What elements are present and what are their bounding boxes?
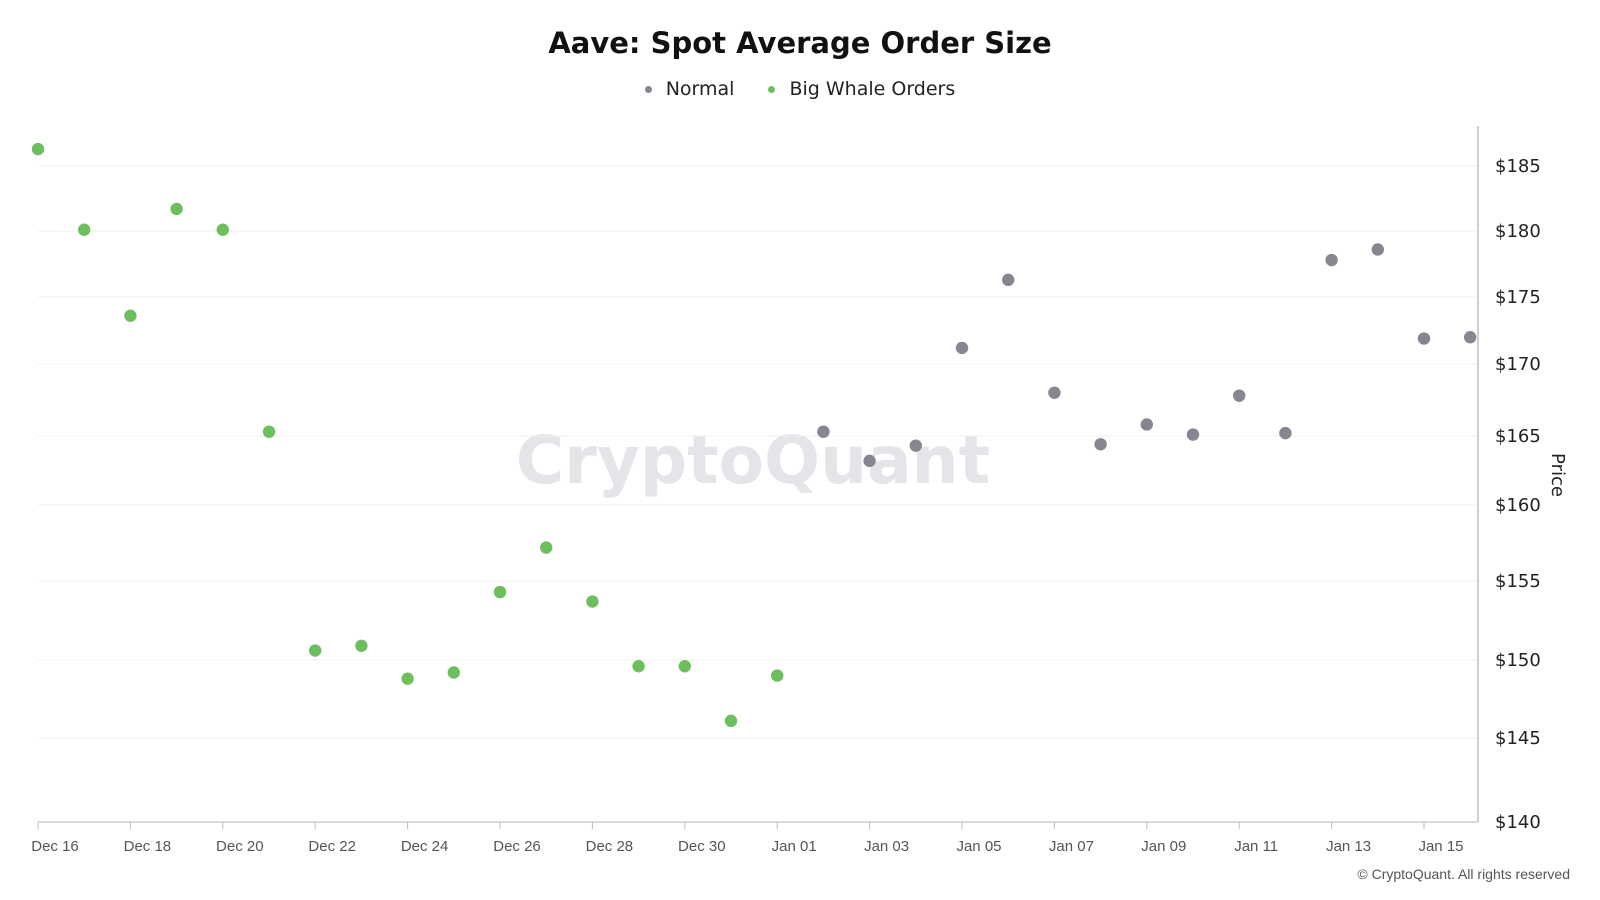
x-tick-label: Dec 26 [493, 838, 541, 855]
data-point-normal [909, 439, 922, 452]
x-tick-label: Dec 30 [678, 838, 726, 855]
data-points [31, 142, 1477, 728]
watermark: CryptoQuant [516, 422, 990, 499]
x-tick-label: Dec 20 [216, 838, 264, 855]
y-tick-label: $175 [1495, 287, 1541, 308]
data-point-normal [1094, 438, 1107, 451]
data-point-normal [1186, 428, 1200, 441]
x-tick-label: Jan 07 [1049, 838, 1094, 855]
y-tick-label: $185 [1495, 156, 1541, 177]
data-point-normal [1233, 389, 1246, 402]
y-tick-label: $180 [1495, 221, 1541, 242]
x-tick-label: Jan 09 [1141, 838, 1186, 855]
x-tick-label: Dec 22 [308, 838, 356, 855]
y-axis-title: Price [1547, 453, 1568, 497]
data-point-big-whale-orders [78, 223, 91, 236]
data-point-big-whale-orders [355, 639, 368, 652]
copyright-notice: © CryptoQuant. All rights reserved [1357, 866, 1570, 882]
data-point-big-whale-orders [216, 223, 229, 236]
legend-item-normal[interactable]: Normal [644, 78, 735, 100]
data-point-big-whale-orders [540, 541, 553, 554]
legend-label-normal: Normal [665, 78, 735, 100]
axes [38, 126, 1479, 823]
data-point-big-whale-orders [678, 660, 691, 673]
legend: Normal Big Whale Orders [0, 78, 1600, 100]
data-point-normal [1140, 418, 1154, 431]
legend-marker-big-whale-orders [768, 85, 776, 93]
x-tick-label: Jan 05 [956, 838, 1001, 855]
data-point-normal [955, 341, 969, 355]
legend-label-big-whale-orders: Big Whale Orders [789, 78, 956, 100]
legend-marker-normal [644, 85, 652, 93]
data-point-big-whale-orders [724, 714, 738, 728]
y-tick-label: $150 [1495, 650, 1541, 671]
data-point-big-whale-orders [309, 644, 322, 657]
x-tick-label: Jan 03 [864, 838, 909, 855]
legend-item-big-whale-orders[interactable]: Big Whale Orders [768, 78, 955, 100]
x-tick-label: Dec 24 [401, 838, 449, 855]
data-point-normal [1417, 332, 1431, 345]
data-point-big-whale-orders [447, 666, 460, 679]
data-point-big-whale-orders [771, 669, 784, 682]
data-point-big-whale-orders [586, 595, 599, 608]
x-tick-label: Jan 11 [1234, 838, 1278, 855]
data-point-big-whale-orders [31, 142, 45, 156]
chart-title: Aave: Spot Average Order Size [548, 26, 1052, 60]
x-tick-label: Jan 15 [1418, 838, 1463, 855]
data-point-big-whale-orders [124, 309, 137, 322]
data-point-normal [1279, 426, 1292, 440]
y-tick-label: $145 [1495, 728, 1541, 749]
x-tick-label: Dec 28 [586, 838, 634, 855]
gridlines [38, 165, 1478, 739]
data-point-normal [863, 454, 876, 468]
x-axis-ticks: Dec 16 Dec 18 Dec 20 Dec 22 Dec 24 Dec 26 Dec … [31, 822, 1464, 855]
y-tick-label: $165 [1495, 426, 1541, 447]
data-point-big-whale-orders [632, 660, 645, 673]
y-tick-label: $170 [1495, 354, 1541, 375]
x-tick-label: Jan 01 [772, 838, 817, 855]
data-point-normal [1048, 386, 1061, 399]
x-tick-label: Dec 16 [31, 838, 79, 855]
x-tick-label: Dec 18 [124, 838, 172, 855]
data-point-big-whale-orders [262, 425, 276, 438]
data-point-big-whale-orders [401, 672, 414, 685]
x-tick-label: Jan 13 [1326, 838, 1371, 855]
data-point-normal [1002, 273, 1015, 287]
data-point-normal [1464, 331, 1477, 344]
y-axis-ticks: $140 $145 $150 $155 $160 $165 $170 $175 $180 $185 [1495, 156, 1541, 833]
y-tick-label: $140 [1495, 812, 1541, 833]
y-tick-label: $155 [1495, 571, 1541, 592]
data-point-normal [1371, 243, 1385, 256]
data-point-normal [1325, 253, 1338, 267]
data-point-big-whale-orders [170, 202, 183, 216]
data-point-big-whale-orders [493, 585, 507, 599]
y-tick-label: $160 [1495, 495, 1541, 516]
data-point-normal [817, 425, 830, 438]
